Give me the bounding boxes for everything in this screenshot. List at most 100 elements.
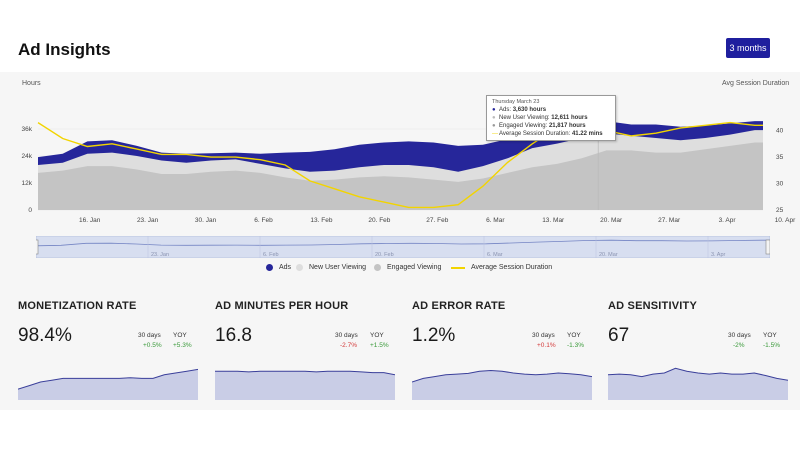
left-axis-tick: 36k xyxy=(22,126,33,133)
metric-period-label: 30 days xyxy=(335,332,358,339)
metric-sparkline xyxy=(608,367,788,400)
tooltip-label: New User Viewing: xyxy=(499,115,552,121)
legend-label: New User Viewing xyxy=(309,264,367,271)
sparkline-line xyxy=(412,369,592,383)
metric-yoy-label: YOY xyxy=(567,332,581,339)
right-axis-tick: 35 xyxy=(776,154,784,161)
right-axis-tick: 25 xyxy=(776,207,784,214)
range-navigator[interactable]: 23. Jan 6. Feb 20. Feb 6. Mar 20. Mar 3. Apr xyxy=(36,236,770,258)
metric-card[interactable]: MONETIZATION RATE 98.4% 30 days YOY +0.5% +5.… xyxy=(18,300,198,400)
page-title: Ad Insights xyxy=(18,40,111,59)
sparkline-area xyxy=(215,371,395,400)
metric-value: 67 xyxy=(608,325,630,346)
metric-yoy-label: YOY xyxy=(763,332,777,339)
tooltip-series-marker: ● xyxy=(492,115,496,121)
tooltip-value: 41.22 mins xyxy=(571,131,603,137)
left-axis-tick: 12k xyxy=(22,180,33,187)
navigator-tick: 6. Mar xyxy=(487,252,503,258)
navigator-tick: 23. Jan xyxy=(151,252,169,258)
x-axis-tick: 13. Feb xyxy=(310,217,332,224)
x-axis-tick: 10. Apr xyxy=(775,217,796,224)
metric-title: AD ERROR RATE xyxy=(412,300,506,312)
x-axis-tick: 6. Mar xyxy=(486,217,505,224)
metric-sparkline xyxy=(215,370,395,400)
metric-title: AD SENSITIVITY xyxy=(608,300,697,312)
metric-30day-change: -2.7% xyxy=(340,342,357,349)
metric-title: MONETIZATION RATE xyxy=(18,300,137,312)
tooltip-series-marker: ● xyxy=(492,107,496,113)
metric-sparkline xyxy=(412,369,592,400)
tooltip-label: Ads: xyxy=(499,107,513,113)
main-area-chart[interactable]: 0 12k 24k 36k 25 30 35 40 16. Jan 23. Jan 30. Jan 6… xyxy=(0,72,800,272)
metric-yoy-change: +1.5% xyxy=(370,342,389,349)
header-bar: Ad Insights 3 months xyxy=(0,0,800,72)
x-axis-tick: 20. Feb xyxy=(368,217,390,224)
metric-sparkline xyxy=(18,368,198,400)
x-axis-tick: 16. Jan xyxy=(79,217,101,224)
metric-period-label: 30 days xyxy=(138,332,161,339)
metric-value: 98.4% xyxy=(18,325,72,346)
x-axis-tick: 23. Jan xyxy=(137,217,159,224)
x-axis-tick: 30. Jan xyxy=(195,217,217,224)
tooltip-value: 21,817 hours xyxy=(548,123,586,129)
legend-item[interactable]: Ads xyxy=(266,264,291,271)
sparkline-area xyxy=(608,368,788,400)
legend-line-swatch xyxy=(451,266,465,269)
right-axis-title: Avg Session Duration xyxy=(722,80,790,87)
metric-card[interactable]: AD ERROR RATE 1.2% 30 days YOY +0.1% -1.3% xyxy=(412,300,592,400)
tooltip-label: Average Session Duration: xyxy=(499,131,572,137)
tooltip-row: — Average Session Duration: 41.22 mins xyxy=(492,130,610,138)
tooltip-series-marker: ● xyxy=(492,123,496,129)
metric-yoy-change: -1.5% xyxy=(763,342,780,349)
navigator-series-line xyxy=(36,239,770,247)
legend-label: Ads xyxy=(279,264,292,271)
legend-dot-swatch xyxy=(296,264,303,271)
metric-yoy-label: YOY xyxy=(173,332,187,339)
navigator-tick: 20. Mar xyxy=(599,252,618,258)
tooltip-value: 12,611 hours xyxy=(551,115,588,121)
sparkline-line xyxy=(608,367,788,381)
date-range-button[interactable]: 3 months xyxy=(726,38,770,58)
left-axis-tick: 0 xyxy=(28,207,32,214)
metric-30day-change: -2% xyxy=(733,342,745,349)
chart-legend: Ads New User Viewing Engaged Viewing Averag… xyxy=(0,264,800,276)
metric-30day-change: +0.5% xyxy=(143,342,162,349)
left-axis-title: Hours xyxy=(22,80,41,87)
tooltip-row: ● New User Viewing: 12,611 hours xyxy=(492,114,610,122)
metric-card[interactable]: AD SENSITIVITY 67 30 days YOY -2% -1.5% xyxy=(608,300,788,400)
x-axis-tick: 6. Feb xyxy=(254,217,273,224)
sparkline-line xyxy=(18,368,198,390)
navigator-handle-right[interactable] xyxy=(765,239,770,255)
series-engaged-viewing-area xyxy=(38,142,763,210)
legend-dot-swatch xyxy=(374,264,381,271)
right-axis-tick: 30 xyxy=(776,181,784,188)
sparkline-area xyxy=(412,370,592,400)
right-axis-tick: 40 xyxy=(776,128,784,135)
navigator-tick: 6. Feb xyxy=(263,252,279,258)
metric-yoy-change: +5.3% xyxy=(173,342,192,349)
metric-period-label: 30 days xyxy=(532,332,555,339)
series-avg-session-line xyxy=(37,121,763,209)
chart-tooltip: Thursday March 23 ● Ads: 3,630 hours ● New … xyxy=(486,95,616,141)
metric-card[interactable]: AD MINUTES PER HOUR 16.8 30 days YOY -2.7% +1… xyxy=(215,300,395,400)
tooltip-series-marker: — xyxy=(492,131,498,137)
x-axis-tick: 3. Apr xyxy=(719,217,737,224)
legend-item[interactable]: New User Viewing xyxy=(296,264,366,271)
sparkline-area xyxy=(18,369,198,400)
legend-item[interactable]: Engaged Viewing xyxy=(374,264,441,271)
metric-title: AD MINUTES PER HOUR xyxy=(215,300,349,312)
navigator-handle-left[interactable] xyxy=(36,239,39,255)
left-axis-tick: 24k xyxy=(22,153,33,160)
metric-period-label: 30 days xyxy=(728,332,751,339)
tooltip-date: Thursday March 23 xyxy=(492,99,540,105)
legend-item[interactable]: Average Session Duration xyxy=(451,264,552,271)
sparkline-line xyxy=(215,370,395,376)
navigator-window[interactable] xyxy=(36,236,770,258)
legend-label: Engaged Viewing xyxy=(387,264,442,271)
legend-dot-swatch xyxy=(266,264,273,271)
tooltip-value: 3,630 hours xyxy=(512,107,547,113)
tooltip-row: ● Engaged Viewing: 21,817 hours xyxy=(492,122,610,130)
navigator-tick: 20. Feb xyxy=(375,252,394,258)
x-axis-tick: 13. Mar xyxy=(542,217,565,224)
